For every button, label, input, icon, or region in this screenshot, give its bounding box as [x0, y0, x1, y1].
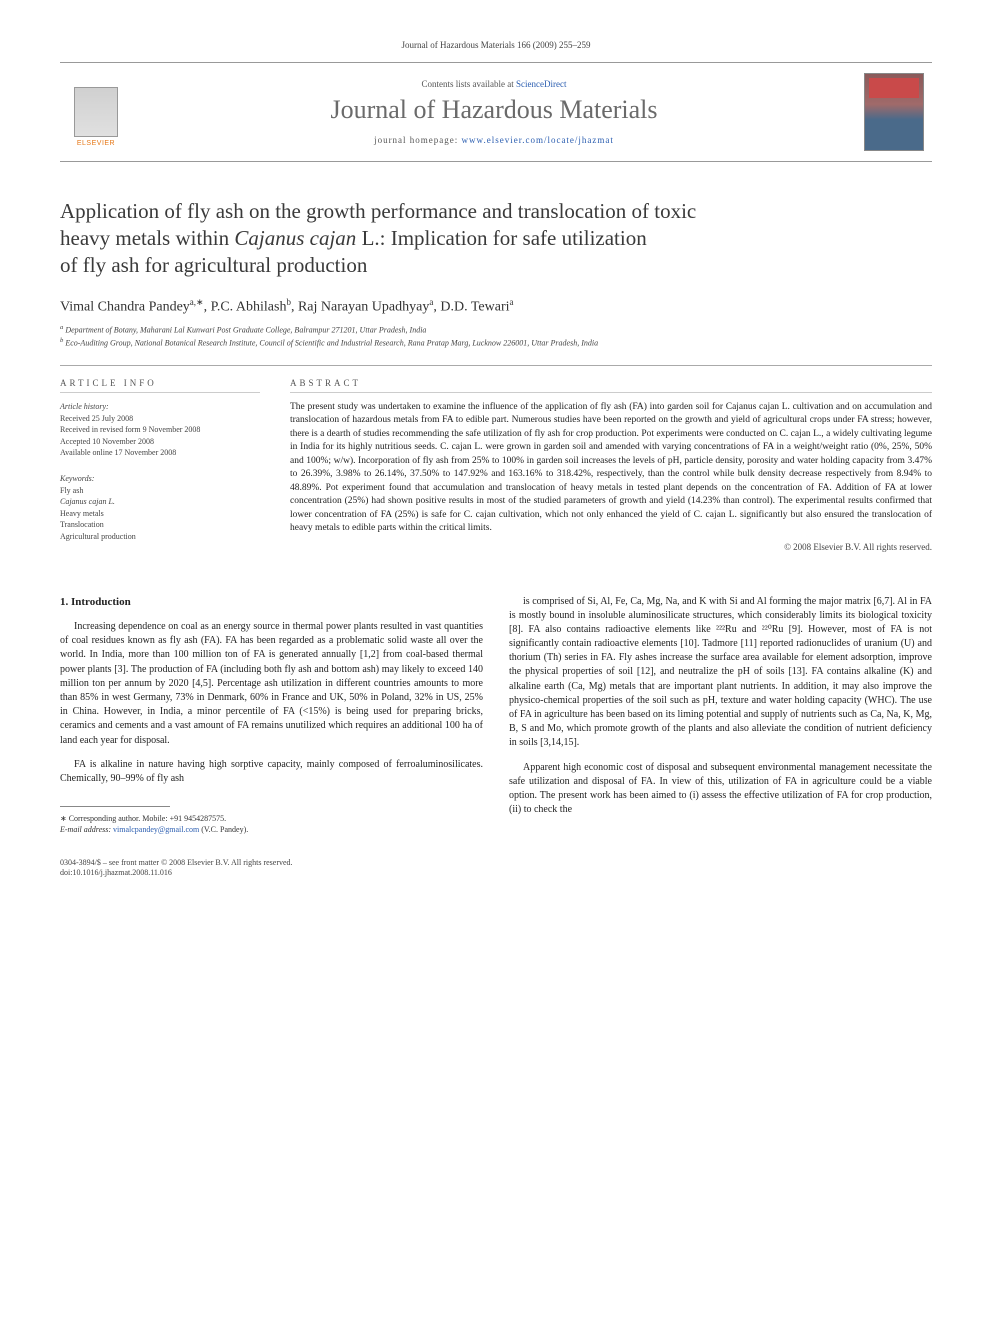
abstract-column: ABSTRACT The present study was undertake… [290, 378, 932, 557]
email-post: (V.C. Pandey). [199, 825, 248, 834]
keyword-5: Agricultural production [60, 531, 260, 543]
footer-doi: doi:10.1016/j.jhazmat.2008.11.016 [60, 868, 932, 879]
contents-prefix: Contents lists available at [422, 79, 516, 89]
article-info-column: ARTICLE INFO Article history: Received 2… [60, 378, 260, 557]
masthead-center: Contents lists available at ScienceDirec… [136, 79, 852, 145]
title-line3: of fly ash for agricultural production [60, 253, 367, 277]
email-link[interactable]: vimalcpandey@gmail.com [113, 825, 199, 834]
author-4-sup: a [510, 297, 514, 307]
article-history: Article history: Received 25 July 2008 R… [60, 401, 260, 459]
history-line-4: Available online 17 November 2008 [60, 447, 260, 459]
body-columns: 1. Introduction Increasing dependence on… [60, 595, 932, 836]
sciencedirect-link[interactable]: ScienceDirect [516, 79, 566, 89]
publisher-logo: ELSEVIER [68, 77, 124, 147]
corresponding-author: ∗ Corresponding author. Mobile: +91 9454… [60, 813, 483, 824]
affiliation-b: b Eco-Auditing Group, National Botanical… [60, 336, 932, 349]
title-line1: Application of fly ash on the growth per… [60, 199, 696, 223]
author-list: Vimal Chandra Pandeya,∗, P.C. Abhilashb,… [60, 297, 932, 316]
keyword-4: Translocation [60, 519, 260, 531]
masthead: ELSEVIER Contents lists available at Sci… [60, 62, 932, 162]
affiliation-a: a Department of Botany, Maharani Lal Kun… [60, 323, 932, 336]
publisher-logo-text: ELSEVIER [77, 140, 115, 147]
title-line2-post: L.: Implication for safe utilization [356, 226, 646, 250]
abstract-heading: ABSTRACT [290, 378, 932, 393]
abstract-text: The present study was undertaken to exam… [290, 401, 932, 536]
section-1-heading: 1. Introduction [60, 595, 483, 611]
body-right-column: is comprised of Si, Al, Fe, Ca, Mg, Na, … [509, 595, 932, 836]
article-title: Application of fly ash on the growth per… [60, 198, 932, 279]
info-abstract-block: ARTICLE INFO Article history: Received 2… [60, 365, 932, 557]
author-1: Vimal Chandra Pandey [60, 299, 190, 314]
body-right-p2: Apparent high economic cost of disposal … [509, 761, 932, 818]
homepage-url[interactable]: www.elsevier.com/locate/jhazmat [462, 135, 614, 145]
author-2: , P.C. Abhilash [204, 299, 287, 314]
history-line-3: Accepted 10 November 2008 [60, 436, 260, 448]
elsevier-tree-icon [74, 87, 118, 137]
contents-available-line: Contents lists available at ScienceDirec… [136, 79, 852, 89]
keyword-2: Cajanus cajan L. [60, 496, 260, 508]
journal-name: Journal of Hazardous Materials [136, 95, 852, 125]
footnotes: ∗ Corresponding author. Mobile: +91 9454… [60, 813, 483, 835]
body-right-p1: is comprised of Si, Al, Fe, Ca, Mg, Na, … [509, 595, 932, 751]
page-footer: 0304-3894/$ – see front matter © 2008 El… [60, 858, 932, 880]
title-line2-pre: heavy metals within [60, 226, 234, 250]
affiliations: a Department of Botany, Maharani Lal Kun… [60, 323, 932, 349]
article-info-heading: ARTICLE INFO [60, 378, 260, 393]
history-line-1: Received 25 July 2008 [60, 413, 260, 425]
email-line: E-mail address: vimalcpandey@gmail.com (… [60, 824, 483, 835]
title-line2-ital: Cajanus cajan [234, 226, 356, 250]
keyword-1: Fly ash [60, 485, 260, 497]
abstract-copyright: © 2008 Elsevier B.V. All rights reserved… [290, 542, 932, 552]
author-1-sup: a,∗ [190, 297, 204, 307]
footnote-separator [60, 806, 170, 807]
history-line-2: Received in revised form 9 November 2008 [60, 424, 260, 436]
footer-line-1: 0304-3894/$ – see front matter © 2008 El… [60, 858, 932, 869]
email-label: E-mail address: [60, 825, 113, 834]
author-4: , D.D. Tewari [433, 299, 509, 314]
keyword-3: Heavy metals [60, 508, 260, 520]
keywords-label: Keywords: [60, 473, 260, 485]
history-label: Article history: [60, 401, 260, 413]
body-left-p1: Increasing dependence on coal as an ener… [60, 620, 483, 748]
homepage-prefix: journal homepage: [374, 135, 461, 145]
keywords-block: Keywords: Fly ash Cajanus cajan L. Heavy… [60, 473, 260, 543]
journal-homepage-line: journal homepage: www.elsevier.com/locat… [136, 135, 852, 145]
running-head: Journal of Hazardous Materials 166 (2009… [60, 40, 932, 50]
body-left-p2: FA is alkaline in nature having high sor… [60, 758, 483, 786]
body-left-column: 1. Introduction Increasing dependence on… [60, 595, 483, 836]
author-3: , Raj Narayan Upadhyay [291, 299, 429, 314]
journal-cover-thumb [864, 73, 924, 151]
